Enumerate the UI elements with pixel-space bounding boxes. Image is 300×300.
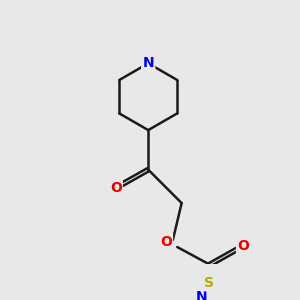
Text: O: O (110, 181, 122, 195)
Text: S: S (204, 276, 214, 290)
Text: O: O (160, 235, 172, 249)
Text: N: N (195, 290, 207, 300)
Text: N: N (142, 56, 154, 70)
Text: O: O (237, 239, 249, 253)
